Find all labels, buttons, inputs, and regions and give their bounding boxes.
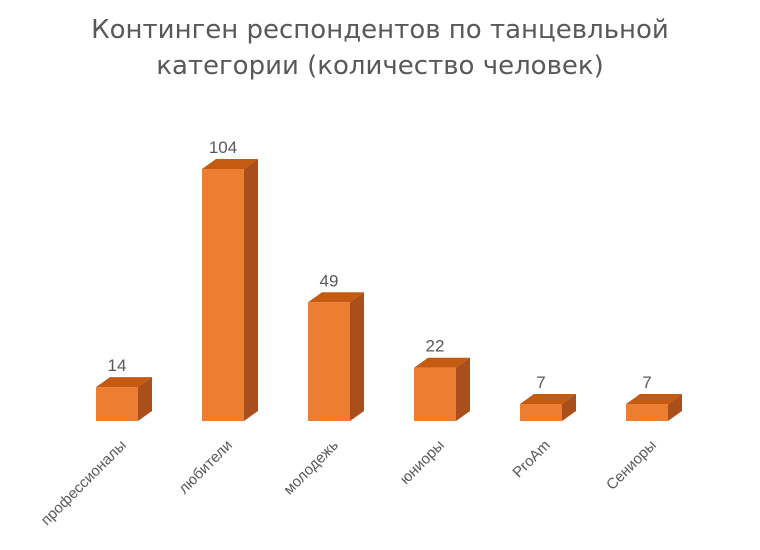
bar-side	[350, 292, 364, 421]
data-label: 22	[426, 337, 445, 356]
bar	[202, 169, 244, 421]
bar-side	[138, 377, 152, 421]
bar-top	[308, 292, 364, 303]
category-label: Сениоры	[603, 437, 660, 494]
bar-side	[244, 159, 258, 421]
bar-side	[456, 357, 470, 421]
category-label: ProAm	[509, 437, 553, 481]
data-label: 7	[536, 373, 545, 392]
chart-title-line-2: категории (количество человек)	[156, 51, 604, 81]
bar	[308, 302, 350, 421]
bar-side	[562, 394, 576, 421]
category-label: профессионалы	[38, 437, 130, 529]
data-label: 7	[642, 373, 651, 392]
data-label: 49	[320, 271, 339, 290]
bar-top	[520, 394, 576, 405]
data-label: 14	[108, 356, 127, 375]
bar-top	[96, 377, 152, 388]
category-label: юниоры	[397, 437, 448, 488]
category-label: любители	[175, 437, 236, 498]
bar	[414, 367, 456, 421]
chart-title: Континген респондентов по танцевльной ка…	[0, 12, 760, 84]
bar-top	[626, 394, 682, 405]
bar	[520, 404, 562, 421]
chart-title-line-1: Континген респондентов по танцевльной	[91, 15, 669, 45]
bar-side	[668, 394, 682, 421]
bar-top	[414, 357, 470, 368]
category-label: молодежь	[280, 437, 342, 499]
bar	[626, 404, 668, 421]
bar	[96, 387, 138, 421]
bar-top	[202, 159, 258, 169]
data-label: 104	[209, 138, 237, 157]
